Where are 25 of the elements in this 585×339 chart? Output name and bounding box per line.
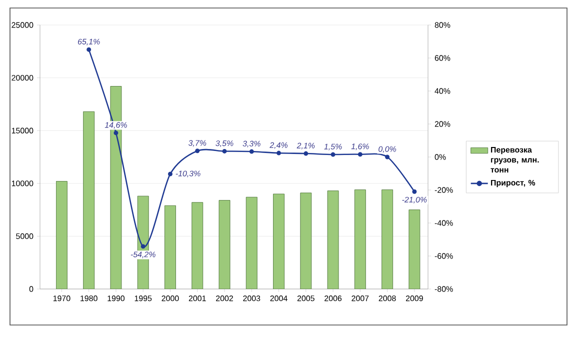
bar	[192, 202, 204, 289]
point	[358, 152, 362, 157]
point	[114, 130, 118, 136]
bar	[246, 196, 258, 289]
point	[385, 154, 390, 160]
bar	[382, 190, 394, 289]
bar	[354, 190, 366, 289]
point	[195, 148, 200, 154]
point	[86, 47, 92, 52]
bar	[327, 190, 339, 289]
bar	[408, 210, 420, 289]
bar	[218, 200, 230, 289]
point	[330, 152, 336, 157]
bar	[164, 205, 176, 289]
point	[249, 149, 254, 154]
point	[222, 148, 227, 154]
point	[304, 151, 308, 156]
point	[140, 244, 146, 249]
bar	[300, 192, 312, 289]
point	[276, 150, 282, 156]
point	[412, 189, 417, 194]
point	[168, 172, 172, 176]
bar	[56, 181, 68, 289]
bar	[273, 194, 284, 289]
bar	[83, 111, 95, 289]
